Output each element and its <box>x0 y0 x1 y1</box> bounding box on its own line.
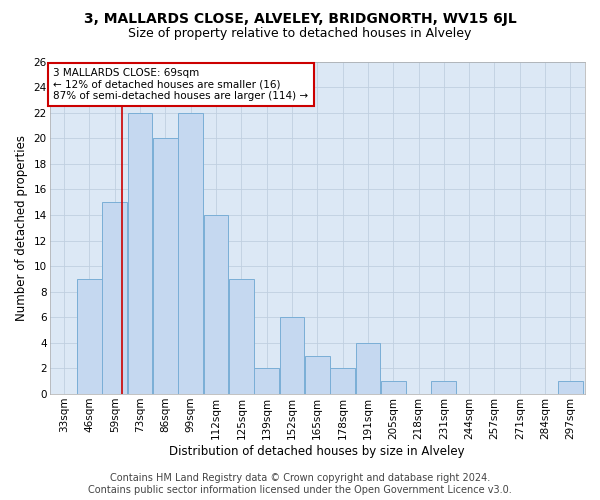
Bar <box>254 368 279 394</box>
Bar <box>558 382 583 394</box>
Text: 3 MALLARDS CLOSE: 69sqm
← 12% of detached houses are smaller (16)
87% of semi-de: 3 MALLARDS CLOSE: 69sqm ← 12% of detache… <box>53 68 308 101</box>
Bar <box>305 356 329 394</box>
Bar <box>103 202 127 394</box>
Bar <box>178 112 203 394</box>
Y-axis label: Number of detached properties: Number of detached properties <box>15 135 28 321</box>
Bar <box>280 318 304 394</box>
Bar <box>128 112 152 394</box>
Bar <box>203 215 229 394</box>
Bar <box>431 382 456 394</box>
Bar <box>153 138 178 394</box>
Bar <box>229 279 254 394</box>
Text: Contains HM Land Registry data © Crown copyright and database right 2024.
Contai: Contains HM Land Registry data © Crown c… <box>88 474 512 495</box>
Bar <box>356 343 380 394</box>
Bar <box>381 382 406 394</box>
X-axis label: Distribution of detached houses by size in Alveley: Distribution of detached houses by size … <box>169 444 465 458</box>
Bar <box>330 368 355 394</box>
Text: Size of property relative to detached houses in Alveley: Size of property relative to detached ho… <box>128 28 472 40</box>
Text: 3, MALLARDS CLOSE, ALVELEY, BRIDGNORTH, WV15 6JL: 3, MALLARDS CLOSE, ALVELEY, BRIDGNORTH, … <box>83 12 517 26</box>
Bar <box>77 279 102 394</box>
